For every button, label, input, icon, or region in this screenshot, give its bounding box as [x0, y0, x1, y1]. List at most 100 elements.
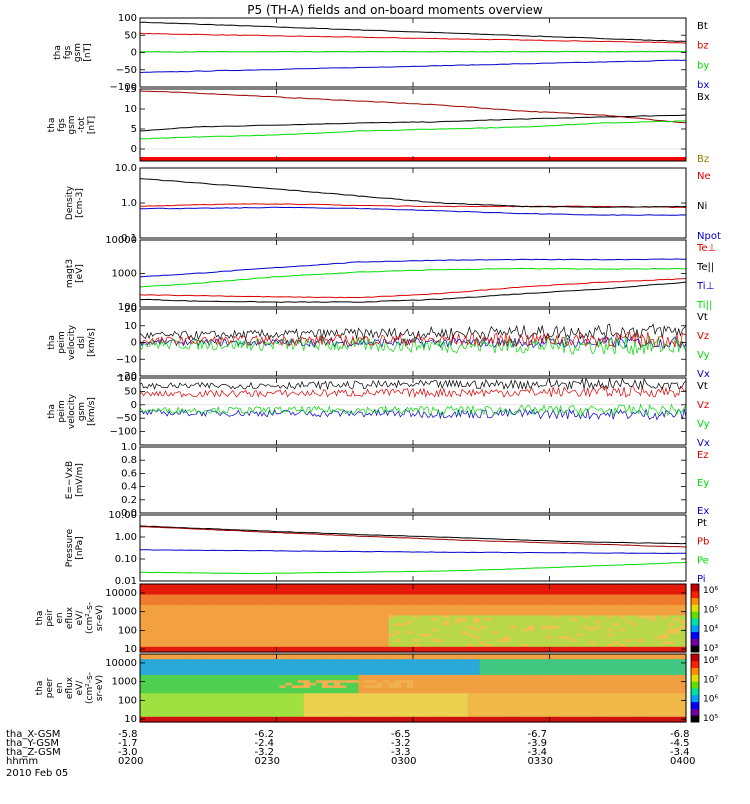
legend-label: Vx — [697, 438, 710, 449]
y-axis-label: [cm-3] — [75, 188, 85, 218]
series-pi-line — [140, 550, 686, 554]
series-by-line — [140, 51, 686, 52]
y-tick-label: 10.00 — [108, 510, 137, 521]
series-te-line — [140, 282, 686, 302]
y-tick-label: 1000 — [112, 269, 137, 280]
y-tick-label: 1.0 — [121, 442, 137, 453]
colorbar-swatch — [691, 584, 699, 591]
y-axis-label: gsm — [73, 43, 83, 62]
y-tick-label: 10.0 — [115, 163, 137, 174]
legend-label: Te|| — [696, 262, 714, 273]
y-tick-label: 1.00 — [115, 532, 137, 543]
legend-label: Vy — [697, 419, 710, 430]
legend-label: Vx — [697, 369, 710, 380]
y-axis-label: tha — [47, 404, 57, 419]
colorbar-swatch — [691, 632, 699, 639]
y-axis-label: gsm — [77, 402, 87, 421]
y-axis-label: peim — [57, 400, 67, 423]
colorbar-swatch — [691, 618, 699, 625]
y-tick-label: 0.4 — [121, 482, 137, 493]
y-tick-label: 50 — [124, 386, 137, 397]
legend-label: Bx — [697, 92, 710, 103]
y-tick-label: 10 — [124, 321, 137, 332]
panel-frame — [140, 240, 686, 307]
colorbar-swatch — [691, 645, 699, 652]
y-axis-label: Pressure — [65, 528, 75, 567]
y-tick-label: 100 — [118, 373, 137, 384]
series-ti-line — [140, 259, 686, 277]
legend-label: Bz — [697, 154, 709, 165]
colorbar-swatch — [691, 604, 699, 611]
colorbar-tick-label: 10³ — [703, 644, 718, 654]
legend-label: Vt — [697, 312, 708, 323]
y-tick-label: 5 — [131, 124, 137, 135]
y-tick-label: 10 — [124, 644, 137, 655]
panel-frame — [140, 447, 686, 513]
series-npot-line — [140, 207, 686, 215]
y-axis-label: tha — [35, 611, 45, 626]
colorbar-swatch — [691, 591, 699, 598]
y-axis-label: fgs — [63, 45, 73, 59]
y-axis-label: sr-eV) — [95, 605, 105, 631]
series-pe-line — [140, 562, 686, 573]
legend-label: Pe — [697, 555, 709, 566]
series-bz-line — [140, 33, 686, 43]
y-axis-label: E=−VxB — [65, 461, 75, 499]
y-axis-label: peim — [57, 331, 67, 354]
y-tick-label: 100 — [118, 625, 137, 636]
y-tick-label: 0 — [131, 400, 137, 411]
y-tick-label: 50 — [124, 30, 137, 41]
y-tick-label: 0.6 — [121, 468, 137, 479]
legend-label: Te⊥ — [696, 243, 716, 254]
legend-label: Pt — [697, 518, 707, 529]
y-axis-label: [mV/m] — [75, 463, 85, 497]
colorbar-swatch — [691, 611, 699, 618]
series-pb-line — [140, 527, 686, 547]
legend-label: Ti|| — [696, 300, 712, 311]
y-axis-label: eflux — [65, 606, 75, 629]
legend-label: by — [697, 60, 709, 71]
y-tick-label: 0 — [131, 48, 137, 59]
series-vx-line — [140, 409, 686, 420]
y-axis-label: tha — [47, 118, 57, 133]
y-tick-label: 0 — [131, 144, 137, 155]
y-axis-label: [nT] — [83, 43, 93, 61]
y-axis-label: magt3 — [65, 259, 75, 288]
y-tick-label: 1.0 — [121, 198, 137, 209]
legend-label: Vt — [697, 381, 708, 392]
series-ni-line — [140, 179, 686, 208]
plot-date: 2010 Feb 05 — [6, 768, 68, 779]
y-axis-label: [km/s] — [87, 328, 97, 357]
y-axis-label: -tot — [77, 117, 87, 133]
series-bz-line — [140, 91, 686, 123]
colorbar-swatch — [691, 625, 699, 632]
series-pt-line — [140, 526, 686, 544]
legend-label: Npot — [697, 231, 721, 242]
legend-label: bx — [697, 80, 709, 91]
legend-label: Vz — [697, 331, 709, 342]
legend-label: Pb — [697, 537, 709, 548]
legend-label: Vz — [697, 400, 709, 411]
y-axis-label: (cm²-s- — [85, 602, 95, 634]
panel-frame — [140, 168, 686, 238]
series-bx-line — [140, 60, 686, 72]
legend-label: Ex — [697, 506, 709, 517]
legend-label: Ne — [697, 171, 711, 182]
panel-frame — [140, 89, 686, 161]
y-axis-label: tha — [47, 335, 57, 350]
legend-label: Pi — [697, 574, 706, 585]
y-axis-label: Density — [65, 185, 75, 220]
colorbar-tick-label: 10⁵ — [703, 605, 718, 615]
legend-label: Ni — [697, 201, 707, 212]
y-tick-label: 0 — [131, 338, 137, 349]
legend-label: Ez — [697, 450, 709, 461]
y-tick-label: 15 — [124, 84, 137, 95]
